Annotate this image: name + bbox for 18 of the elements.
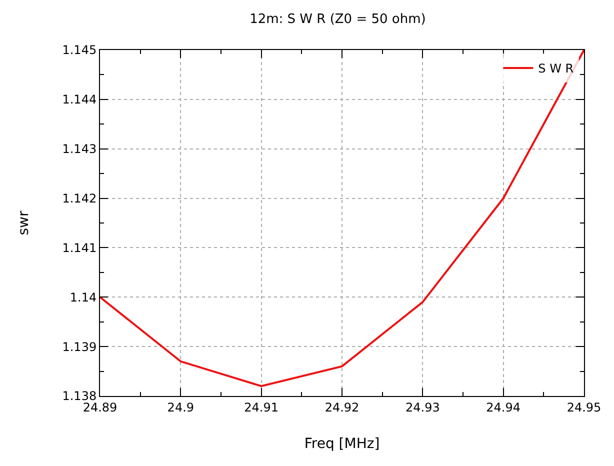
x-axis-title: Freq [MHz] xyxy=(304,436,380,452)
y-tick-label: 1.145 xyxy=(62,43,97,58)
x-tick-label: 24.91 xyxy=(244,400,279,414)
y-tick-label: 1.141 xyxy=(62,240,97,255)
y-tick-label: 1.143 xyxy=(62,142,97,156)
line-series xyxy=(100,50,584,388)
x-tick-label: 24.94 xyxy=(486,400,521,414)
y-tick-label: 1.142 xyxy=(62,191,97,206)
chart-title: 12m: S W R (Z0 = 50 ohm) xyxy=(250,12,426,28)
x-tick-label: 24.93 xyxy=(405,400,440,414)
x-tick-label: 24.95 xyxy=(566,400,602,414)
x-tick-label: 24.9 xyxy=(167,400,194,414)
y-tick-label: 1.144 xyxy=(62,92,97,107)
y-axis-title: swr xyxy=(16,210,32,236)
y-tick-label: 1.14 xyxy=(70,290,97,304)
y-tick-label: 1.139 xyxy=(62,340,97,354)
x-tick-label: 24.92 xyxy=(324,400,360,414)
legend-label: S W R xyxy=(538,62,574,76)
